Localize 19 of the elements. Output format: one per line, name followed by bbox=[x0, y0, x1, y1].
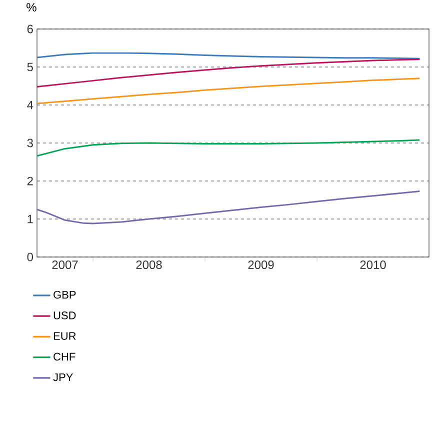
legend-label: GBP bbox=[54, 290, 76, 299]
y-tick-label: 6 bbox=[27, 24, 33, 34]
x-tick-label: 2008 bbox=[136, 260, 162, 270]
y-tick-label: 2 bbox=[27, 176, 33, 186]
line-series bbox=[37, 190, 420, 224]
line-series bbox=[37, 78, 420, 104]
y-tick-label: 3 bbox=[27, 138, 33, 148]
y-tick-label: 5 bbox=[27, 62, 33, 72]
x-tick-label: 2009 bbox=[248, 260, 274, 270]
x-tick-label: 2010 bbox=[360, 260, 386, 270]
y-tick-label: 4 bbox=[27, 100, 34, 110]
y-tick-label: 0 bbox=[27, 252, 34, 262]
x-tick-label: 2007 bbox=[52, 260, 78, 270]
legend-label: EUR bbox=[54, 332, 76, 340]
y-tick-label: 1 bbox=[28, 214, 33, 224]
legend-label: JPY bbox=[53, 373, 73, 382]
legend-label: USD bbox=[54, 312, 76, 320]
y-axis-title: % bbox=[26, 3, 36, 12]
legend-label: CHF bbox=[54, 352, 76, 361]
